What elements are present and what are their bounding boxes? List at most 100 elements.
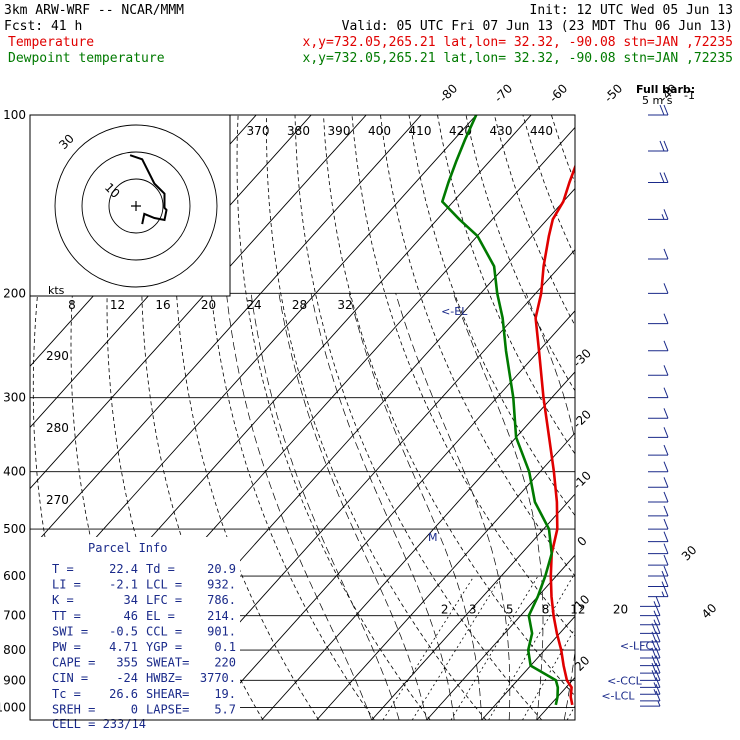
- parcel-info-value: 214.: [207, 609, 236, 623]
- barb-legend-sup: -1: [684, 89, 695, 102]
- parcel-info-value: 46: [124, 609, 138, 623]
- wind-barb: [640, 605, 661, 617]
- moist-adiabat-line: [250, 293, 400, 720]
- wind-barb-flag: [655, 677, 661, 688]
- wind-barb-flag: [663, 554, 669, 566]
- parcel-info-title: Parcel Info: [88, 541, 167, 555]
- wind-barb: [640, 662, 661, 674]
- level-label-lcl: <-LCL: [601, 689, 635, 702]
- wind-barb-flag: [659, 172, 665, 183]
- dry-adiabat-line: [580, 115, 740, 720]
- parcel-info-value: -24: [116, 671, 138, 685]
- hodograph-ring: [54, 124, 218, 288]
- parcel-info-key: Td =: [146, 562, 175, 576]
- pressure-tick-label: 1000: [0, 700, 26, 714]
- isotherm-label: -50: [601, 81, 625, 105]
- wind-barb: [648, 586, 669, 598]
- wind-barb-half: [653, 682, 657, 688]
- wind-barb-flag: [663, 427, 669, 438]
- wind-barb-flag: [663, 505, 669, 517]
- hodograph-trace: [129, 154, 168, 225]
- wind-barb-flag: [655, 655, 661, 666]
- moist-adiabat-line: [310, 293, 455, 720]
- wind-barb: [648, 104, 669, 116]
- wind-barb-flag: [655, 684, 661, 695]
- dry-adiabat-line: [465, 115, 575, 392]
- wind-barb-flag: [651, 670, 657, 681]
- forecast-hour: Fcst: 41 h: [4, 19, 82, 34]
- wind-barb-flag: [655, 670, 661, 681]
- isotherm-line: [151, 248, 575, 720]
- moist-adiabat-line: [226, 293, 373, 720]
- parcel-info-value: -0.5: [109, 624, 138, 638]
- wind-barb: [648, 365, 669, 376]
- isotherm-line: [426, 554, 575, 720]
- wind-barb-flag: [655, 662, 661, 674]
- wind-barb-flag: [663, 104, 669, 116]
- isotherm-line: [536, 676, 575, 720]
- parcel-levels: <-EL <-LFC <-CCL<-LCL M: [428, 305, 654, 703]
- wind-barb: [648, 172, 669, 184]
- wind-barb: [640, 684, 661, 695]
- wind-barb-flag: [663, 387, 669, 398]
- header: 3km ARW-WRF -- NCAR/MMM Init: 12 UTC Wed…: [4, 3, 733, 66]
- wind-barb-flag: [663, 172, 669, 183]
- isotherm-label: -80: [436, 81, 460, 105]
- isotherm-label: 40: [699, 601, 720, 622]
- hodograph-frame: [29, 114, 231, 297]
- wind-barb: [648, 340, 669, 352]
- isotherm-line: [316, 432, 575, 720]
- pressure-tick-label: 400: [3, 465, 26, 479]
- init-time: Init: 12 UTC Wed 05 Jun 13: [530, 3, 734, 18]
- hodograph-speed-label: 12: [110, 298, 125, 312]
- hodograph-ring: [108, 178, 164, 234]
- wind-barb-flag: [655, 690, 661, 702]
- temperature-label: Temperature: [8, 35, 94, 50]
- isotherm-line: [30, 115, 477, 612]
- level-marker-m: M: [428, 531, 438, 544]
- dry-adiabat-line: [722, 115, 740, 720]
- isotherm-line: [481, 615, 575, 720]
- wind-barb: [640, 596, 661, 607]
- hodograph-ring: [81, 151, 191, 261]
- wind-barb-half: [661, 214, 665, 220]
- wind-barb-flag: [651, 655, 657, 666]
- parcel-info-key: YGP =: [146, 640, 182, 654]
- mixing-ratio-lines: [382, 575, 575, 720]
- barb-legend-units: 5 m s: [642, 94, 673, 107]
- parcel-info-value: 932.: [207, 578, 236, 592]
- wind-barb-flag: [663, 248, 669, 260]
- parcel-info-key: TT =: [52, 609, 81, 623]
- theta-left-label: 280: [46, 421, 69, 435]
- wind-barb-flag: [651, 662, 657, 674]
- parcel-info-value: 901.: [207, 624, 236, 638]
- parcel-info-value: 4.71: [109, 640, 138, 654]
- pressure-tick-label: 100: [3, 108, 26, 122]
- dry-adiabat-line: [236, 115, 431, 720]
- pressure-tick-label: 800: [3, 643, 26, 657]
- moist-adiabat-line: [395, 293, 511, 720]
- parcel-info-value: 26.6: [109, 687, 138, 701]
- wind-barb: [648, 576, 669, 588]
- dry-adiabat-line: [380, 115, 575, 577]
- valid-time: Valid: 05 UTC Fri 07 Jun 13 (23 MDT Thu …: [342, 19, 733, 34]
- wind-barb: [640, 670, 661, 681]
- mixing-ratio-label: 5: [506, 603, 514, 617]
- wind-barb: [648, 531, 669, 543]
- isotherm-line: [702, 115, 740, 720]
- wind-barb: [648, 313, 669, 325]
- mixing-ratio-label: 3: [469, 603, 477, 617]
- parcel-info-key: LI =: [52, 578, 81, 592]
- wind-barb-half: [653, 601, 657, 607]
- dewpoint-label: Dewpoint temperature: [8, 51, 165, 66]
- pressure-tick-label: 600: [3, 569, 26, 583]
- wind-barb-half: [661, 570, 665, 577]
- wind-barb: [648, 543, 669, 555]
- wind-barb-flag: [655, 614, 661, 625]
- moist-adiabat-line: [278, 293, 428, 720]
- pressure-tick-label: 500: [3, 522, 26, 536]
- parcel-info-key: LCL =: [146, 578, 182, 592]
- wind-barb: [640, 700, 661, 707]
- theta-label: 390: [328, 124, 351, 138]
